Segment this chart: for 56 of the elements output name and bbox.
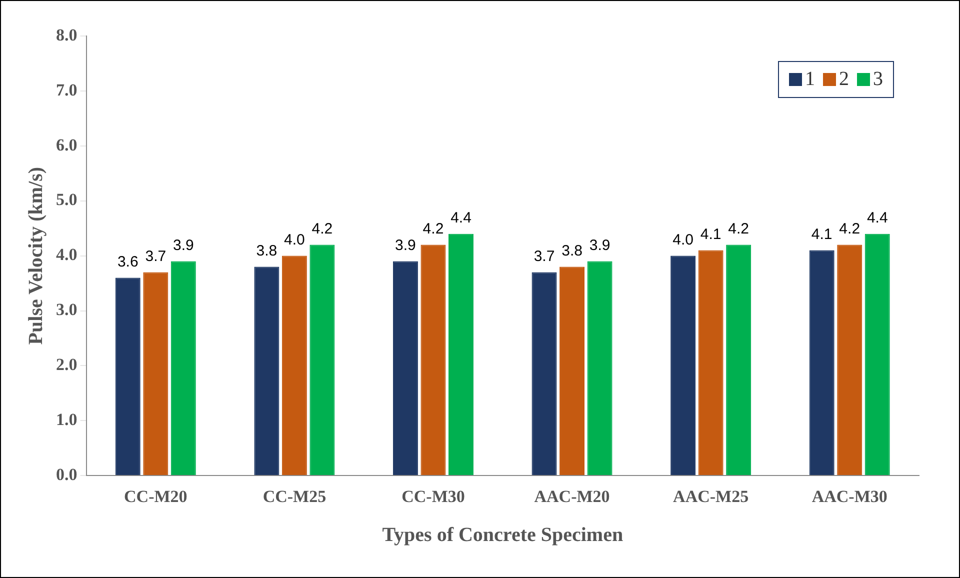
bar	[392, 261, 418, 476]
data-label: 4.4	[866, 209, 888, 226]
data-label: 3.8	[256, 242, 278, 260]
y-tick-label: 1.0	[56, 410, 78, 430]
data-label: 4.2	[312, 220, 333, 238]
bar	[532, 272, 557, 476]
bar	[698, 250, 724, 476]
bar	[726, 244, 752, 476]
y-tick-label: 7.0	[56, 80, 78, 100]
data-label: 3.6	[117, 253, 138, 270]
data-label: 3.7	[534, 248, 555, 265]
bar	[587, 261, 612, 476]
data-label: 4.0	[672, 231, 694, 248]
data-label: 4.2	[839, 220, 860, 238]
data-label: 4.2	[728, 220, 749, 238]
x-tick-label: CC-M20	[124, 487, 188, 506]
data-label: 4.2	[422, 220, 444, 238]
x-tick-label: AAC-M30	[812, 487, 888, 506]
data-label: 3.9	[395, 236, 416, 254]
y-tick-label: 8.0	[56, 25, 78, 44]
y-axis-title: Pulse Velocity (km/s)	[25, 166, 48, 345]
data-label: 3.7	[145, 248, 166, 265]
data-label: 3.8	[562, 242, 582, 260]
bar	[115, 278, 140, 476]
bar	[560, 266, 585, 476]
bar	[282, 256, 307, 476]
x-tick-label: CC-M30	[402, 487, 465, 506]
bar	[310, 244, 335, 476]
bar	[254, 266, 280, 476]
y-tick-label: 3.0	[56, 300, 78, 320]
legend-label: 3	[873, 68, 883, 91]
y-tick-label: 2.0	[56, 355, 78, 374]
data-label: 4.4	[450, 209, 472, 226]
bar	[143, 272, 168, 476]
data-label: 3.9	[172, 236, 194, 254]
bar	[670, 256, 696, 476]
bar	[420, 244, 446, 476]
legend-label: 2	[839, 68, 849, 91]
data-label: 4.0	[284, 231, 305, 248]
y-tick-label: 5.0	[56, 190, 78, 210]
y-tick-label: 6.0	[56, 135, 78, 154]
x-tick-label: AAC-M25	[673, 487, 749, 506]
bar	[837, 244, 862, 476]
x-tick-label: AAC-M20	[534, 487, 610, 506]
x-axis-title: Types of Concrete Specimen	[382, 524, 624, 546]
y-tick-label: 0.0	[56, 464, 78, 484]
legend-label: 1	[805, 68, 815, 91]
bar	[809, 250, 834, 476]
y-tick-label: 4.0	[56, 245, 78, 264]
bar	[448, 234, 474, 476]
data-label: 3.9	[589, 236, 610, 254]
bar	[864, 234, 890, 476]
data-label: 4.1	[700, 226, 722, 243]
x-tick-label: CC-M25	[262, 487, 326, 506]
data-label: 4.1	[811, 226, 832, 243]
bar	[170, 261, 196, 476]
